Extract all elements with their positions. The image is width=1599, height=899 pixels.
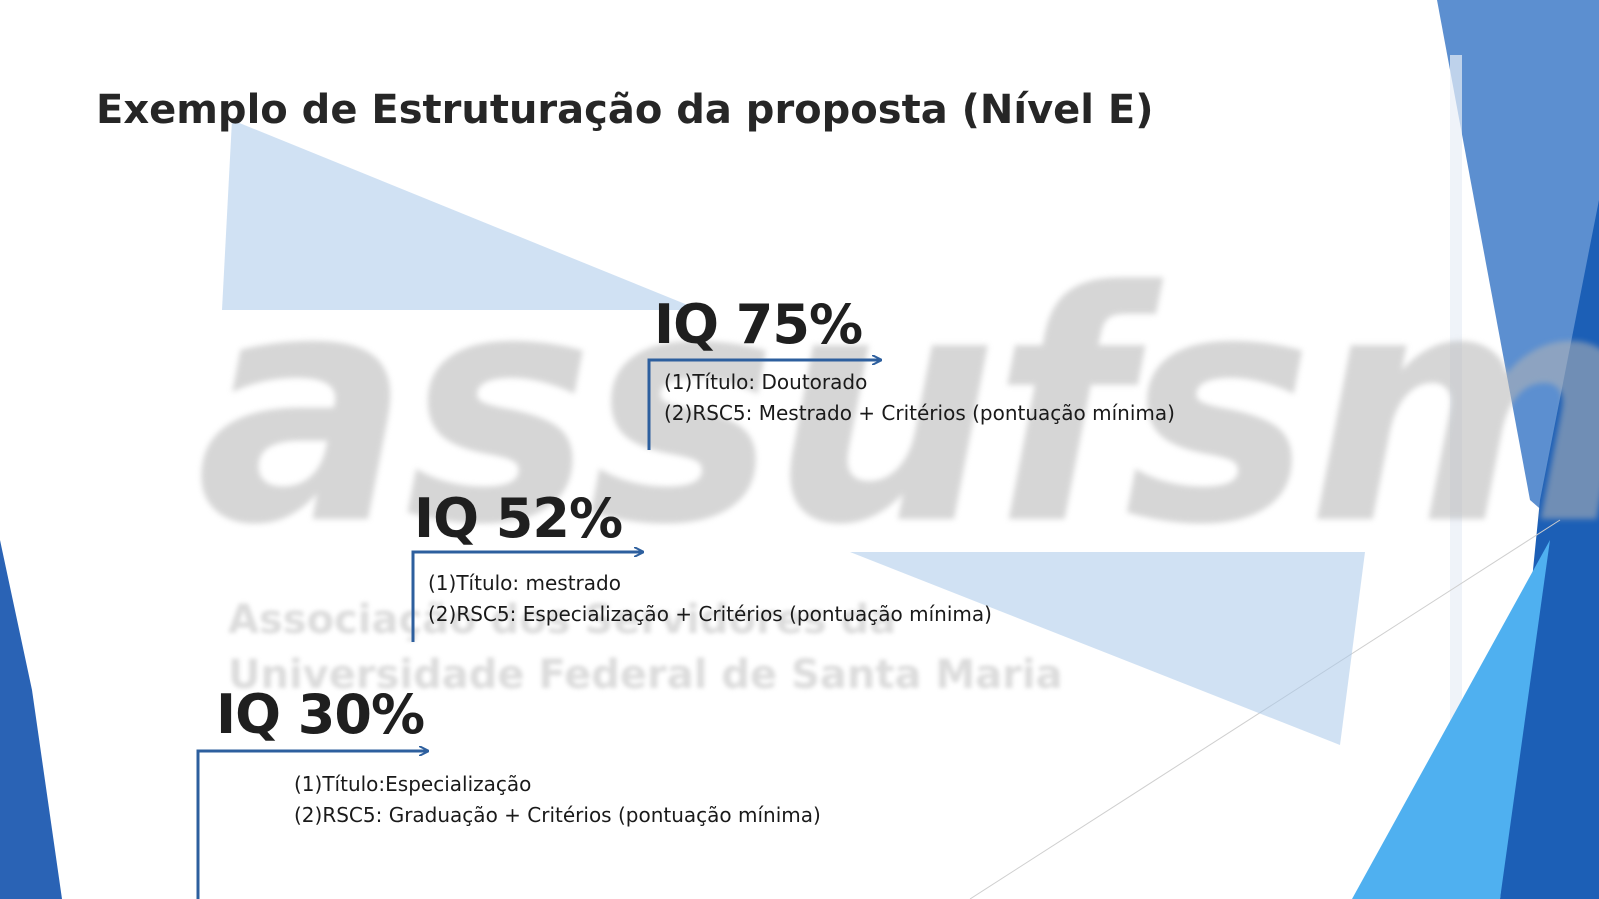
step-1-line-2: (2)RSC5: Mestrado + Critérios (pontuação… (664, 401, 1175, 425)
watermark-logo-text: assufsm (196, 224, 1599, 594)
page-title: Exemplo de Estruturação da proposta (Nív… (96, 87, 1154, 133)
watermark-triangle-bottom (850, 552, 1365, 745)
step-3-value: IQ 30% (216, 683, 425, 746)
step-1-value: IQ 75% (654, 293, 863, 356)
step-2-value: IQ 52% (414, 487, 623, 550)
right-accent-panel-dark (1500, 200, 1599, 899)
left-accent-panel (0, 540, 62, 899)
step-2-line-1: (1)Título: mestrado (428, 571, 621, 595)
right-accent-panel-mid (1450, 55, 1462, 790)
right-accent-panel-light (1352, 540, 1550, 899)
step-2-line-2: (2)RSC5: Especialização + Critérios (pon… (428, 602, 992, 626)
step-1-line-1: (1)Título: Doutorado (664, 370, 868, 394)
step-3-line-1: (1)Título:Especialização (294, 772, 532, 796)
watermark-line-2: Universidade Federal de Santa Maria (228, 652, 1063, 698)
watermark-triangle-top (222, 120, 700, 310)
step-3-line-2: (2)RSC5: Graduação + Critérios (pontuaçã… (294, 803, 821, 827)
